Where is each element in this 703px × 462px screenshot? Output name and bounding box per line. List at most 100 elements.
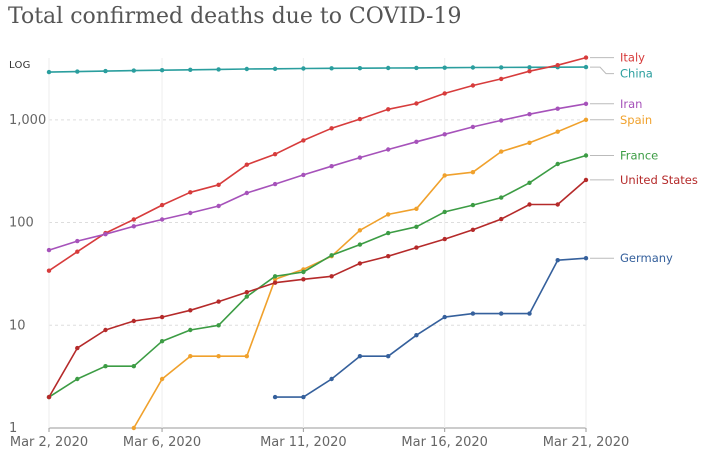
data-point — [272, 280, 278, 285]
data-point — [386, 354, 391, 359]
data-point — [442, 65, 447, 70]
data-point — [188, 327, 193, 333]
data-point — [442, 314, 447, 320]
data-point — [244, 354, 249, 359]
data-point — [272, 181, 278, 187]
data-point — [75, 376, 80, 382]
data-point — [555, 258, 560, 263]
data-point — [442, 132, 447, 137]
data-point — [103, 68, 108, 74]
data-point — [555, 129, 560, 134]
data-point — [301, 138, 306, 143]
data-point — [216, 67, 221, 72]
legend-item: China — [590, 66, 653, 81]
legend-item: Iran — [590, 97, 642, 111]
y-axis: 1 10 100 1,000 — [9, 113, 46, 436]
data-point — [583, 55, 589, 60]
series-line — [48, 56, 587, 272]
data-point — [442, 209, 447, 215]
data-point — [470, 65, 476, 70]
data-point — [357, 354, 363, 359]
data-point — [386, 230, 391, 236]
data-point — [414, 245, 419, 250]
data-point — [272, 394, 278, 400]
data-point — [159, 376, 165, 382]
data-point — [470, 311, 476, 316]
series-line — [48, 103, 587, 251]
data-point — [159, 68, 165, 73]
data-point — [103, 364, 108, 369]
x-tick-label: Mar 11, 2020 — [260, 435, 347, 450]
series-spain — [131, 117, 589, 431]
y-tick-label: 10 — [9, 318, 26, 333]
data-point — [499, 65, 504, 70]
data-point — [583, 117, 589, 123]
data-point — [527, 180, 532, 185]
data-point — [357, 228, 363, 233]
data-point — [301, 277, 306, 282]
data-point — [357, 116, 363, 122]
data-point — [499, 118, 504, 123]
data-point — [103, 232, 108, 237]
chart-title: Total confirmed deaths due to COVID-19 — [8, 4, 462, 29]
data-point — [244, 294, 249, 299]
series-italy — [46, 55, 589, 273]
legend-item: United States — [590, 173, 698, 187]
legend-item: Italy — [590, 51, 645, 65]
data-point — [386, 254, 391, 259]
y-tick-label: 100 — [9, 216, 34, 231]
data-point — [301, 66, 306, 71]
data-point — [188, 210, 193, 216]
data-point — [244, 66, 249, 72]
legend-item: Germany — [590, 251, 673, 265]
data-point — [555, 106, 560, 111]
data-point — [272, 66, 278, 72]
series-france — [46, 153, 589, 400]
data-point — [301, 269, 306, 275]
data-point — [131, 224, 136, 229]
data-point — [46, 394, 52, 400]
data-point — [442, 173, 447, 178]
data-point — [131, 318, 136, 324]
data-point — [583, 256, 589, 261]
legend-label: Spain — [620, 113, 652, 127]
data-point — [583, 64, 589, 70]
data-point — [386, 65, 391, 71]
data-point — [244, 290, 249, 295]
data-point — [527, 65, 532, 70]
series-line — [48, 154, 587, 398]
data-point — [329, 274, 334, 279]
data-point — [414, 224, 419, 229]
data-point — [159, 339, 165, 344]
data-point — [555, 202, 560, 207]
data-point — [188, 308, 193, 313]
legend-label: China — [620, 67, 653, 81]
data-point — [216, 203, 221, 209]
legend-label: Iran — [620, 97, 642, 111]
legend-item: France — [590, 148, 658, 162]
data-point — [46, 69, 52, 75]
data-point — [46, 247, 52, 253]
data-point — [583, 177, 589, 183]
data-point — [329, 376, 334, 382]
data-point — [329, 253, 334, 258]
data-point — [329, 126, 334, 131]
data-point — [414, 139, 419, 144]
data-point — [414, 65, 419, 71]
legend-label: France — [620, 148, 658, 162]
legend-label: United States — [620, 173, 698, 187]
data-point — [527, 202, 532, 207]
legend-label: Germany — [620, 251, 673, 265]
data-point — [75, 238, 80, 244]
series-line — [48, 179, 587, 398]
data-point — [159, 217, 165, 222]
x-tick-label: Mar 2, 2020 — [10, 435, 88, 450]
data-point — [527, 311, 532, 316]
data-point — [386, 147, 391, 152]
data-point — [414, 206, 419, 211]
legend-label: Italy — [620, 51, 645, 65]
data-point — [470, 170, 476, 175]
x-tick-label: Mar 16, 2020 — [401, 435, 488, 450]
series-china — [46, 64, 589, 75]
data-point — [470, 202, 476, 208]
